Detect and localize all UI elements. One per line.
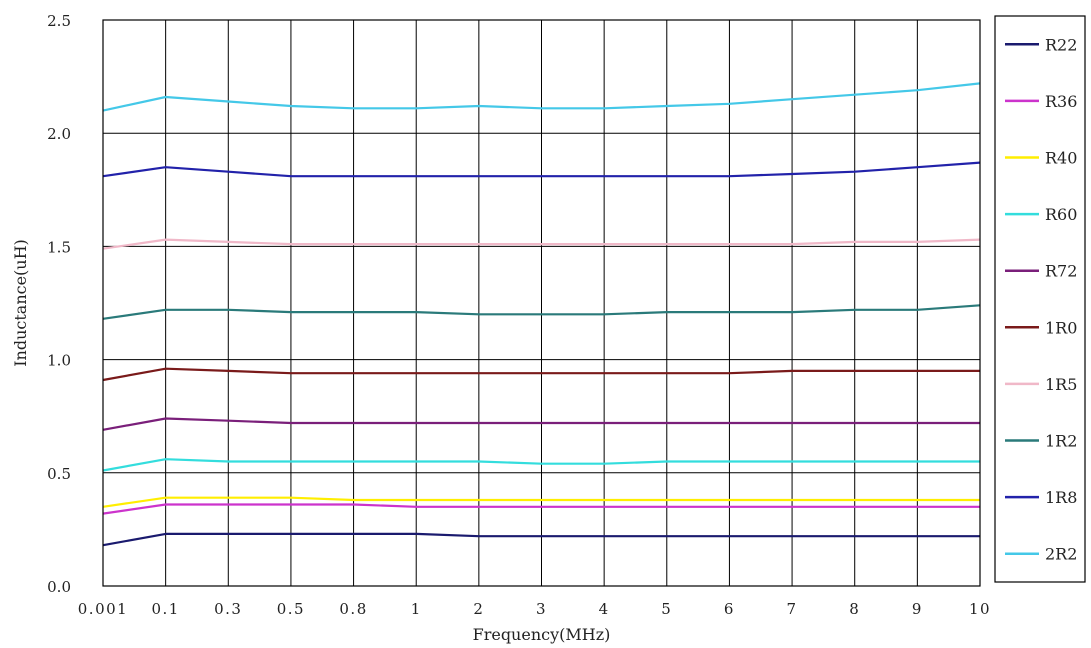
series-line-1r0 [102, 367, 980, 382]
series-line-r72 [102, 417, 980, 431]
x-axis-label: Frequency(MHz) [473, 625, 611, 644]
legend-frame [994, 15, 1086, 583]
series-line-r36 [102, 503, 980, 515]
series-line-1r5 [102, 238, 981, 250]
y-tick-label: 2.5 [47, 12, 71, 30]
x-tick-label: 9 [912, 600, 923, 618]
legend-label: R40 [1045, 149, 1077, 168]
x-tick-label: 0.3 [214, 600, 242, 618]
series-line-1r2 [102, 304, 981, 320]
series-line-r60 [102, 458, 980, 472]
legend-label: 1R0 [1045, 318, 1077, 337]
y-tick-label: 1.0 [47, 352, 71, 370]
series-lines [102, 82, 981, 547]
series-line-1r8 [102, 161, 981, 178]
x-tick-label: 0.001 [78, 600, 128, 618]
legend-label: R60 [1045, 205, 1077, 224]
series-line-r40 [102, 496, 980, 508]
x-tick-label: 0.8 [339, 600, 367, 618]
y-tick-label: 0.5 [47, 465, 71, 483]
legend-label: R36 [1045, 92, 1077, 111]
x-tick-label: 1 [411, 600, 422, 618]
y-axis-label: Inductance(uH) [11, 239, 30, 367]
legend-label: 1R8 [1045, 488, 1077, 507]
series-line-r22 [102, 532, 980, 547]
x-tick-label: 5 [661, 600, 672, 618]
y-tick-label: 0.0 [47, 578, 71, 596]
x-tick-label: 3 [536, 600, 547, 618]
x-tick-label: 0.1 [151, 600, 179, 618]
y-tick-labels: 0.0 0.5 1.0 1.5 2.0 2.5 [47, 12, 71, 596]
legend-label: 1R5 [1045, 375, 1077, 394]
x-tick-labels: 0.001 0.1 0.3 0.5 0.8 1 2 3 4 5 6 7 8 9 10 [78, 600, 991, 618]
x-tick-label: 6 [724, 600, 735, 618]
y-tick-label: 1.5 [47, 238, 71, 256]
x-tick-label: 2 [473, 600, 484, 618]
x-tick-label: 7 [787, 600, 798, 618]
legend-label: R22 [1045, 35, 1077, 54]
x-tick-label: 4 [599, 600, 610, 618]
x-tick-label: 10 [969, 600, 991, 618]
series-line-2r2 [102, 82, 981, 112]
legend-label: 1R2 [1045, 432, 1077, 451]
legend-label: 2R2 [1045, 545, 1077, 564]
legend: R22 R36 R40 R60 R72 1R0 1R5 1R2 1R8 2R2 [994, 15, 1086, 583]
legend-label: R72 [1045, 262, 1077, 281]
plot-frame [102, 19, 981, 587]
x-tick-label: 0.5 [277, 600, 305, 618]
y-tick-label: 2.0 [47, 125, 71, 143]
x-tick-label: 8 [849, 600, 860, 618]
